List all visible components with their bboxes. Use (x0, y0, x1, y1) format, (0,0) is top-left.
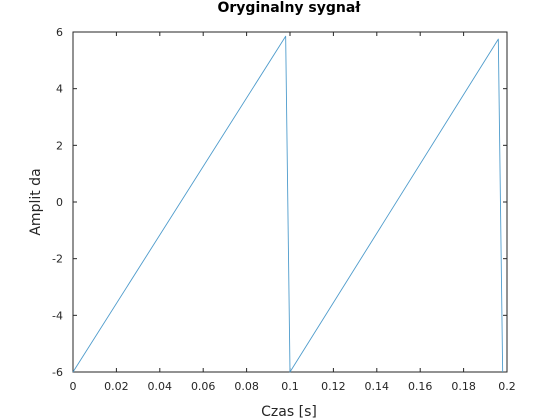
x-tick-label: 0.02 (104, 380, 129, 393)
x-tick-label: 0.04 (148, 380, 173, 393)
x-axis-label: Czas [s] (261, 404, 317, 420)
chart-title: Oryginalny sygnał (217, 0, 361, 16)
x-tick-label: 0.18 (451, 380, 476, 393)
x-tick-label: 0.06 (191, 380, 216, 393)
y-axis-label: Amplit da (28, 168, 44, 235)
y-axis: -6 -4 -2 0 2 4 6 (52, 26, 507, 379)
x-tick-label: 0 (70, 380, 77, 393)
x-tick-label: 0.2 (498, 380, 516, 393)
y-tick-label: 0 (56, 196, 63, 209)
x-tick-label: 0.08 (234, 380, 259, 393)
y-tick-label: 4 (56, 83, 63, 96)
plot-area (72, 31, 508, 373)
x-tick-label: 0.14 (365, 380, 390, 393)
x-tick-label: 0.16 (408, 380, 433, 393)
y-tick-label: -2 (52, 253, 63, 266)
y-tick-label: 6 (56, 26, 63, 39)
y-tick-label: 2 (56, 139, 63, 152)
x-axis: 0 0.02 0.04 0.06 0.08 0.1 0.12 0.14 0.16 0.18 0.2 (70, 32, 516, 393)
x-tick-label: 0.1 (281, 380, 299, 393)
series-line (72, 35, 504, 373)
y-tick-label: -4 (52, 309, 63, 322)
y-tick-label: -6 (52, 366, 63, 379)
x-tick-label: 0.12 (321, 380, 346, 393)
series-layer (72, 35, 504, 373)
